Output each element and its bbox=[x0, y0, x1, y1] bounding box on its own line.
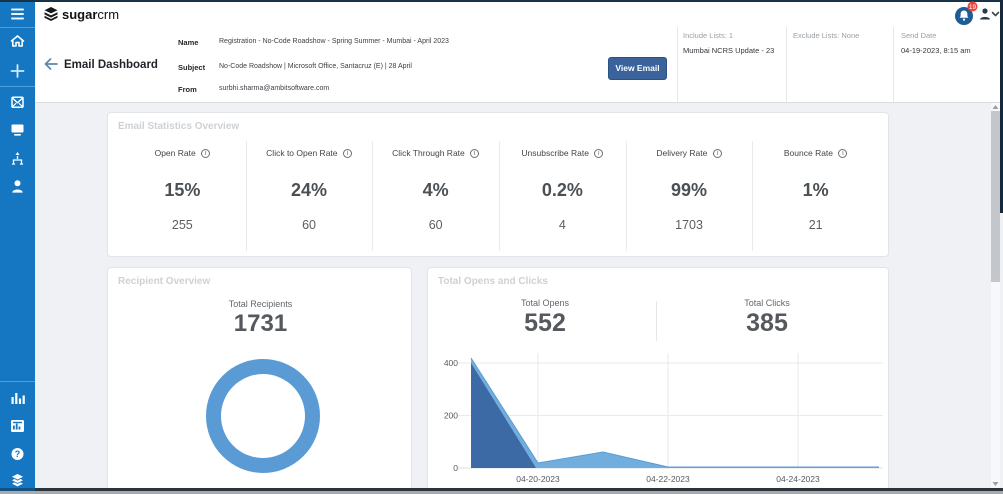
svg-text:0: 0 bbox=[453, 463, 458, 473]
svg-text:19: 19 bbox=[969, 4, 977, 11]
svg-text:04-20-2023: 04-20-2023 bbox=[516, 474, 560, 484]
svg-text:04-24-2023: 04-24-2023 bbox=[776, 474, 820, 484]
svg-text:200: 200 bbox=[444, 411, 458, 421]
svg-text:04-22-2023: 04-22-2023 bbox=[646, 474, 690, 484]
svg-text:400: 400 bbox=[444, 358, 458, 368]
svg-text:?: ? bbox=[15, 449, 21, 459]
